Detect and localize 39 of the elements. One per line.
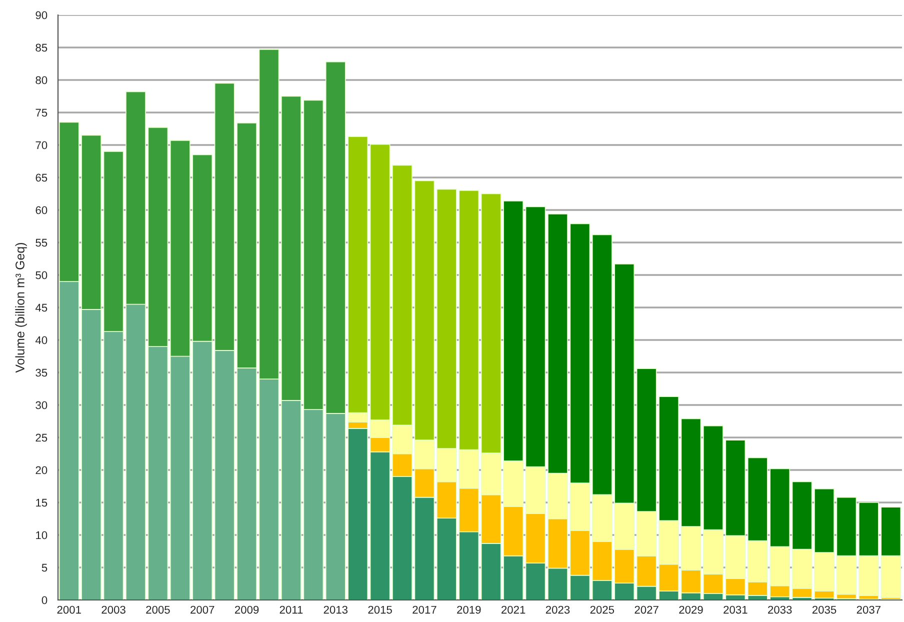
x-tick-label: 2013 (324, 606, 348, 614)
y-axis-title: Volume (billion m³ Geq) (15, 242, 27, 373)
x-tick-label: 2005 (146, 606, 170, 614)
x-tick-label: 2017 (412, 606, 436, 614)
y-tick-label: 70 (36, 141, 48, 150)
x-tick-label: 2009 (234, 606, 259, 614)
x-tick-label: 2011 (280, 606, 303, 614)
x-tick-label: 2035 (812, 606, 836, 614)
x-tick-label: 2023 (546, 606, 570, 614)
y-tick-label: 60 (36, 206, 48, 214)
y-tick-label: 30 (36, 401, 48, 410)
y-tick-label: 40 (35, 336, 48, 344)
y-tick-label: 85 (36, 44, 48, 52)
y-tick-label: 35 (36, 368, 48, 377)
y-tick-label: 15 (36, 498, 48, 507)
y-tick-label: 45 (35, 304, 48, 312)
y-tick-label: 5 (42, 564, 48, 572)
y-tick-label: 0 (42, 596, 48, 604)
x-tick-label: 2033 (768, 606, 792, 614)
x-tick-label: 2021 (502, 606, 526, 614)
x-tick-label: 2003 (102, 606, 126, 614)
x-tick-label: 2007 (190, 606, 214, 614)
x-tick-label: 2019 (457, 606, 481, 614)
x-tick-label: 2037 (856, 606, 880, 614)
x-tick-label: 2031 (724, 606, 748, 614)
x-tick-label: 2025 (590, 606, 614, 614)
y-tick-label: 75 (36, 108, 48, 117)
y-tick-label: 80 (36, 76, 48, 84)
x-tick-label: 2001 (57, 606, 81, 614)
y-tick-label: 55 (36, 238, 48, 247)
x-tick-label: 2015 (368, 606, 392, 614)
y-tick-label: 20 (36, 466, 48, 474)
y-tick-label: 90 (36, 11, 48, 20)
x-tick-label: 2029 (679, 606, 703, 614)
x-tick-label: 2027 (634, 606, 658, 614)
y-tick-label: 25 (36, 434, 48, 442)
y-tick-label: 10 (36, 531, 48, 540)
y-tick-label: 65 (36, 174, 48, 182)
y-tick-label: 50 (36, 271, 48, 280)
